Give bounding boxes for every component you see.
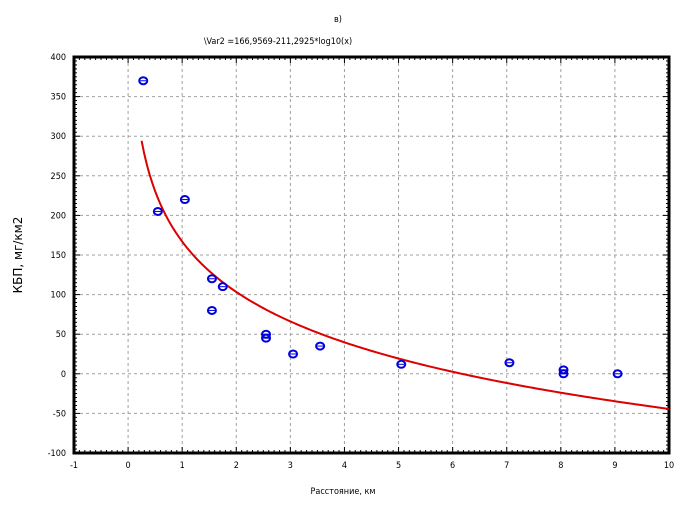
data-point (558, 369, 569, 379)
tick-label-x: 8 (558, 461, 563, 471)
data-point (138, 76, 149, 86)
data-point-marker (288, 349, 299, 359)
tick-label-x: 10 (664, 461, 674, 471)
tick-label-x: 0 (126, 461, 131, 471)
data-point-marker (315, 341, 326, 351)
tick-label-x: 4 (342, 461, 347, 471)
x-axis-title: Расстояние, км (311, 487, 376, 497)
tick-label-y: 350 (51, 93, 66, 103)
data-point-marker (217, 282, 228, 292)
data-point (179, 195, 190, 205)
tick-label-y: 100 (51, 291, 66, 301)
data-point (288, 349, 299, 359)
data-point-marker (612, 369, 623, 379)
tick-label-x: 2 (234, 461, 239, 471)
data-point (206, 274, 217, 284)
data-point (217, 282, 228, 292)
tick-label-x: 1 (180, 461, 185, 471)
equation-title: \Var2 =166,9569-211,2925*log10(x) (204, 37, 352, 47)
tick-label-y: -100 (48, 449, 66, 459)
data-point-marker (152, 206, 163, 216)
panel-label: в) (334, 15, 342, 25)
data-point (612, 369, 623, 379)
data-point (396, 359, 407, 369)
data-point (261, 333, 272, 343)
tick-label-y: 150 (51, 251, 66, 261)
y-axis-title: КБП, мг/км2 (11, 217, 25, 294)
tick-label-x: 6 (450, 461, 455, 471)
data-point (315, 341, 326, 351)
series (138, 76, 670, 410)
fit-curve (140, 140, 670, 410)
tick-label-x: 3 (288, 461, 293, 471)
tick-label-x: 5 (396, 461, 401, 471)
tick-label-y: 250 (51, 172, 66, 182)
tick-label-y: 200 (51, 211, 66, 221)
tick-label-x: 9 (612, 461, 617, 471)
data-point-marker (138, 76, 149, 86)
data-point-marker (261, 333, 272, 343)
tick-label-y: -50 (53, 409, 66, 419)
data-point (206, 305, 217, 315)
tick-label-x: 7 (504, 461, 509, 471)
data-point-marker (179, 195, 190, 205)
tick-label-x: -1 (70, 461, 78, 471)
data-point (152, 206, 163, 216)
axis-ticks: -1 0 1 2 3 4 5 6 7 8 9 10 -100 -50 0 50 100 150 200 250 300 3… (48, 53, 675, 471)
data-point-marker (396, 359, 407, 369)
data-point-marker (558, 369, 569, 379)
tick-label-y: 0 (61, 370, 66, 380)
data-point-marker (206, 305, 217, 315)
data-point-marker (206, 274, 217, 284)
data-point (504, 358, 515, 368)
grid (74, 57, 669, 453)
tick-label-y: 300 (51, 132, 66, 142)
tick-label-y: 50 (56, 330, 66, 340)
data-point-marker (504, 358, 515, 368)
tick-label-y: 400 (51, 53, 66, 63)
